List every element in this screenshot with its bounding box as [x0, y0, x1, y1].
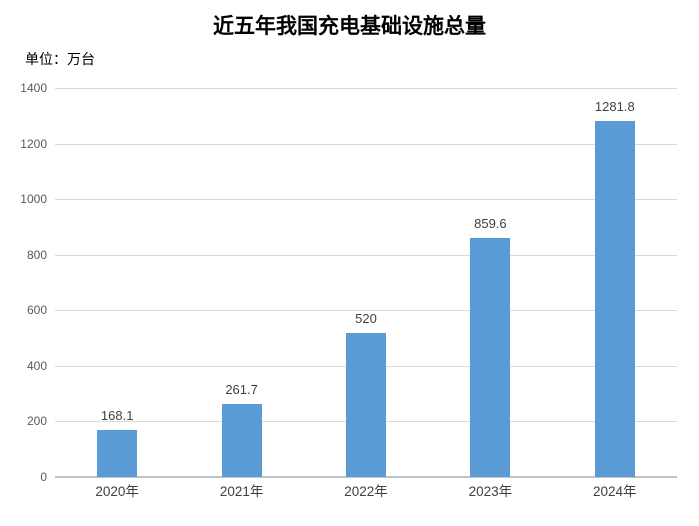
x-axis-tick-label: 2024年	[593, 484, 637, 499]
gridline	[55, 143, 677, 145]
bar	[594, 120, 635, 477]
gridline	[55, 254, 677, 256]
x-axis-tick-label: 2022年	[344, 484, 388, 499]
gridline	[55, 88, 677, 89]
bar-value-label: 1281.8	[594, 98, 635, 114]
bar	[470, 238, 511, 477]
chart-title: 近五年我国充电基础设施总量	[213, 14, 486, 38]
bar-value-label: 168.1	[100, 408, 134, 424]
x-axis-tick-label: 2020年	[95, 484, 139, 499]
bar	[346, 332, 386, 477]
gridline	[55, 199, 677, 201]
bar-value-label: 520	[355, 310, 377, 326]
x-axis-tick-label: 2021年	[219, 484, 264, 499]
y-axis-tick-label: 1000	[20, 192, 47, 207]
y-axis-tick-label: 600	[26, 303, 47, 318]
y-axis-tick-label: 0	[40, 470, 47, 484]
bar	[221, 404, 262, 477]
bar-value-label: 859.6	[474, 216, 507, 232]
bar-value-label: 261.7	[225, 382, 258, 398]
bar	[97, 430, 138, 477]
y-axis-tick-label: 1400	[20, 81, 47, 95]
y-axis-tick-label: 800	[26, 247, 47, 262]
unit-label: 单位：万台	[25, 51, 95, 67]
y-axis-tick-label: 400	[26, 358, 47, 373]
x-axis-line	[55, 476, 677, 478]
plot-area: 168.1 2020年 261.7 2021年 520 2022年 859.6 2023年 12…	[55, 88, 677, 499]
x-axis-tick-label: 2023年	[468, 484, 513, 499]
gridline	[55, 310, 677, 312]
y-axis-tick-label: 1200	[20, 136, 47, 151]
y-axis-tick-label: 200	[26, 414, 47, 429]
